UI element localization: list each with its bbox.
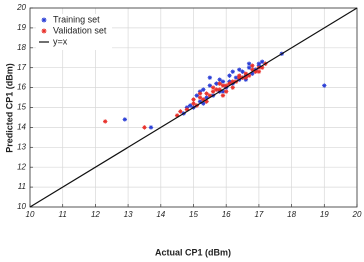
x-axis-label: Actual CP1 (dBm) bbox=[155, 247, 231, 257]
point bbox=[103, 119, 108, 124]
point bbox=[188, 103, 193, 108]
y-tick-label: 10 bbox=[17, 202, 26, 211]
y-tick-label: 11 bbox=[18, 182, 26, 191]
y-tick-label: 20 bbox=[16, 3, 26, 12]
x-tick-label: 16 bbox=[222, 210, 231, 219]
x-tick-label: 19 bbox=[320, 210, 329, 219]
legend-swatch bbox=[41, 17, 47, 23]
x-tick-label: 15 bbox=[189, 210, 198, 219]
point bbox=[174, 113, 180, 118]
point bbox=[197, 91, 203, 96]
point bbox=[246, 73, 252, 78]
y-tick-label: 19 bbox=[17, 23, 26, 32]
point bbox=[184, 107, 190, 112]
point bbox=[243, 75, 249, 80]
point bbox=[207, 93, 213, 98]
point bbox=[220, 83, 226, 88]
y-tick-label: 14 bbox=[17, 123, 26, 132]
point bbox=[217, 87, 222, 92]
x-tick-label: 14 bbox=[156, 210, 165, 219]
point bbox=[197, 99, 203, 104]
point bbox=[142, 125, 147, 130]
point bbox=[227, 73, 232, 78]
point bbox=[256, 69, 262, 74]
point bbox=[224, 89, 229, 94]
point bbox=[178, 109, 183, 114]
reference-line bbox=[29, 7, 358, 208]
point bbox=[214, 81, 219, 86]
y-tick-label: 18 bbox=[17, 43, 26, 52]
plot-frame bbox=[29, 7, 358, 208]
legend-label: Training set bbox=[53, 14, 100, 24]
point bbox=[207, 75, 213, 80]
point bbox=[217, 77, 222, 82]
point bbox=[220, 79, 226, 84]
point bbox=[227, 81, 232, 86]
point bbox=[148, 125, 154, 130]
point bbox=[259, 59, 265, 64]
x-tick-label: 13 bbox=[124, 210, 133, 219]
point bbox=[191, 101, 196, 106]
point bbox=[250, 71, 255, 76]
x-tick-label: 17 bbox=[254, 210, 263, 219]
point bbox=[233, 75, 239, 80]
legend-label: Validation set bbox=[53, 25, 107, 35]
y-axis-label: Predicted CP1 (dBm) bbox=[4, 63, 14, 153]
point bbox=[217, 81, 222, 86]
point bbox=[237, 67, 242, 72]
point bbox=[220, 93, 226, 98]
legend-label: y=x bbox=[53, 36, 68, 46]
point bbox=[230, 69, 235, 74]
legend-swatch bbox=[41, 28, 47, 34]
y-tick-label: 16 bbox=[17, 83, 26, 92]
point bbox=[259, 65, 265, 70]
point bbox=[246, 61, 252, 66]
point bbox=[210, 85, 216, 90]
point bbox=[191, 97, 196, 102]
point bbox=[204, 95, 209, 100]
point bbox=[250, 67, 255, 72]
point bbox=[197, 95, 203, 100]
y-tick-label: 12 bbox=[17, 162, 26, 171]
y-tick-label: 15 bbox=[17, 103, 26, 112]
x-tick-label: 18 bbox=[287, 210, 296, 219]
point bbox=[240, 69, 245, 74]
x-tick-label: 10 bbox=[26, 210, 35, 219]
point bbox=[201, 87, 206, 92]
point bbox=[237, 73, 242, 78]
point bbox=[122, 117, 128, 122]
point bbox=[322, 83, 327, 88]
point bbox=[220, 89, 226, 94]
point bbox=[230, 85, 235, 90]
y-tick-label: 17 bbox=[17, 63, 26, 72]
x-tick-label: 20 bbox=[352, 210, 362, 219]
x-tick-label: 12 bbox=[91, 210, 100, 219]
point bbox=[194, 93, 199, 98]
point bbox=[207, 83, 213, 88]
point bbox=[250, 63, 255, 68]
point bbox=[204, 99, 209, 104]
point bbox=[230, 79, 235, 84]
x-tick-label: 11 bbox=[59, 210, 67, 219]
point bbox=[243, 71, 249, 76]
legend-box bbox=[36, 14, 112, 50]
y-tick-label: 13 bbox=[17, 142, 26, 151]
point bbox=[246, 65, 252, 70]
point bbox=[204, 91, 209, 96]
point bbox=[201, 97, 206, 102]
point bbox=[201, 101, 206, 106]
point bbox=[210, 89, 216, 94]
point bbox=[224, 83, 229, 88]
point bbox=[214, 87, 219, 92]
point bbox=[253, 69, 258, 74]
